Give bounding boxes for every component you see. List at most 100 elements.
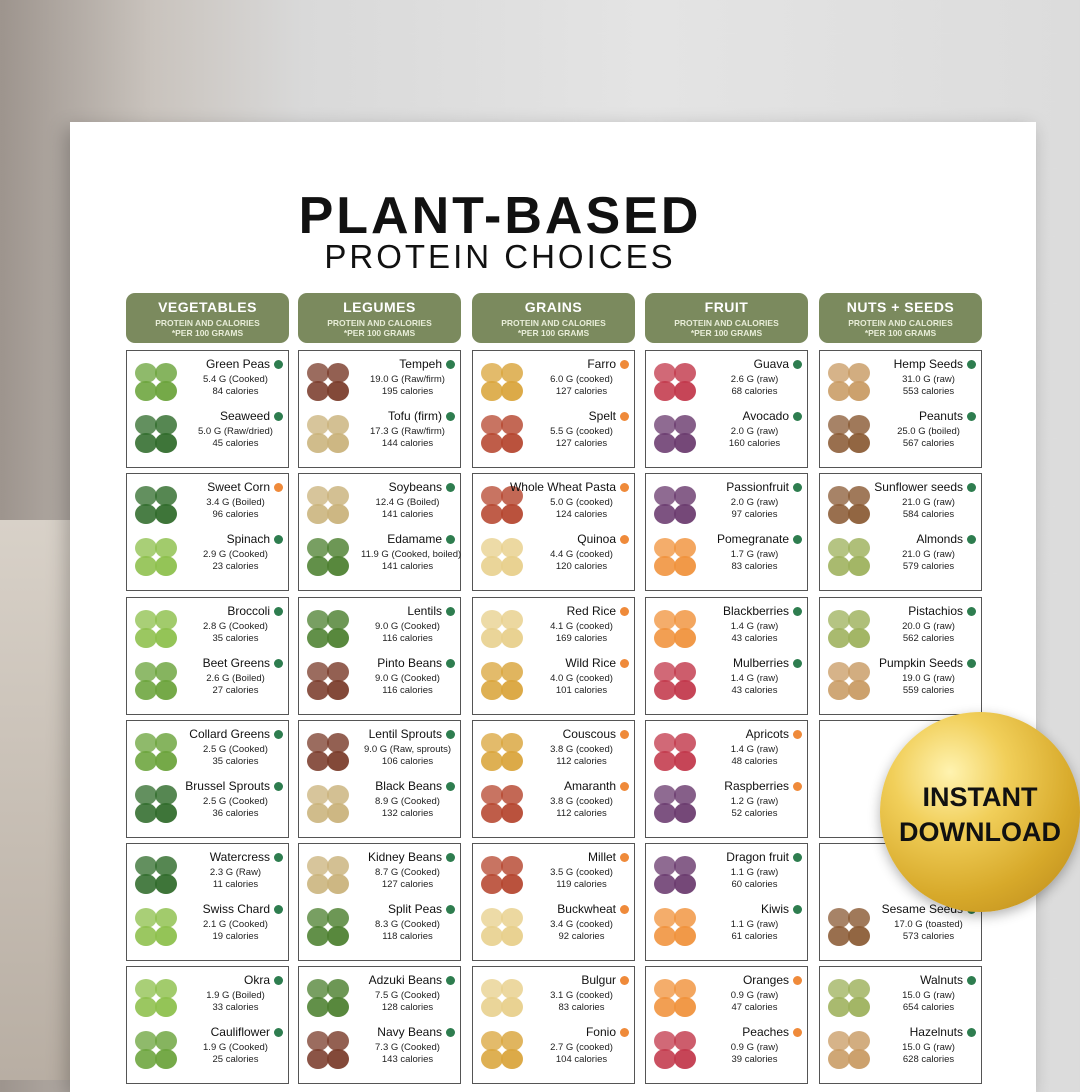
item-protein: 1.7 G (raw) xyxy=(730,549,779,560)
item-name: Soybeans xyxy=(388,480,442,494)
item-calories: 127 calories xyxy=(555,438,608,449)
food-image xyxy=(501,803,523,823)
food-image xyxy=(135,486,157,506)
food-image xyxy=(501,556,523,576)
item-name: Blackberries xyxy=(722,604,789,618)
column-header: LEGUMES PROTEIN AND CALORIES *PER 100 GRAM… xyxy=(298,293,461,343)
food-image xyxy=(481,415,503,435)
item-calories: 567 calories xyxy=(902,438,955,449)
food-image xyxy=(654,415,676,435)
food-image xyxy=(307,926,329,946)
item-name: Sweet Corn xyxy=(207,480,270,494)
item-dot xyxy=(620,412,629,421)
item-name: Spelt xyxy=(588,409,616,423)
food-image xyxy=(501,628,523,648)
item-name: Almonds xyxy=(916,532,963,546)
item-protein: 9.0 G (Cooked) xyxy=(375,673,440,684)
food-image xyxy=(674,680,696,700)
food-image xyxy=(501,733,523,753)
badge-line: DOWNLOAD xyxy=(899,817,1061,847)
item-calories: 84 calories xyxy=(212,386,259,397)
item-name: Whole Wheat Pasta xyxy=(509,480,616,494)
food-image xyxy=(155,979,177,999)
food-image xyxy=(848,1031,870,1051)
food-image xyxy=(481,874,503,894)
cell: Blackberries 1.4 G (raw) 43 calories Mulber… xyxy=(645,597,808,715)
cell: Pistachios 20.0 G (raw) 562 calories Pumpki… xyxy=(819,597,982,715)
item-protein: 5.0 G (cooked) xyxy=(550,497,613,508)
column-title: NUTS + SEEDS xyxy=(846,299,955,315)
column-title: LEGUMES xyxy=(343,299,416,315)
item-protein: 21.0 G (raw) xyxy=(902,549,955,560)
food-image xyxy=(155,415,177,435)
food-image xyxy=(327,997,349,1017)
item-name: Pumpkin Seeds xyxy=(878,656,963,670)
item-calories: 141 calories xyxy=(381,561,434,572)
food-image xyxy=(155,1049,177,1069)
food-image xyxy=(674,733,696,753)
item-protein: 2.1 G (Cooked) xyxy=(203,919,268,930)
food-image xyxy=(848,363,870,383)
item-protein: 1.9 G (Boiled) xyxy=(206,990,265,1001)
item-protein: 2.7 G (cooked) xyxy=(550,1042,613,1053)
item-name: Navy Beans xyxy=(377,1025,442,1039)
column-header: NUTS + SEEDS PROTEIN AND CALORIES *PER 100… xyxy=(819,293,982,343)
item-calories: 60 calories xyxy=(731,879,778,890)
item-name: Sesame Seeds xyxy=(881,902,963,916)
item-calories: 96 calories xyxy=(212,509,259,520)
item-calories: 106 calories xyxy=(381,756,434,767)
item-dot xyxy=(620,607,629,616)
cell: Soybeans 12.4 G (Boiled) 141 calories Edama… xyxy=(298,473,461,591)
item-name: Wild Rice xyxy=(565,656,616,670)
food-image xyxy=(654,733,676,753)
item-name: Quinoa xyxy=(577,532,616,546)
item-name: Passionfruit xyxy=(726,480,789,494)
item-dot xyxy=(446,483,455,492)
food-image xyxy=(327,751,349,771)
food-image xyxy=(501,1049,523,1069)
column-note: PROTEIN AND CALORIES xyxy=(848,318,953,328)
item-name: Tempeh xyxy=(399,357,442,371)
food-image xyxy=(501,785,523,805)
item-calories: 36 calories xyxy=(212,808,259,819)
item-dot xyxy=(793,853,802,862)
food-image xyxy=(828,504,850,524)
item-protein: 5.0 G (Raw/dried) xyxy=(198,426,273,437)
food-image xyxy=(155,662,177,682)
food-image xyxy=(135,751,157,771)
food-image xyxy=(135,363,157,383)
item-calories: 11 calories xyxy=(212,879,259,890)
item-protein: 2.0 G (raw) xyxy=(730,497,779,508)
food-image xyxy=(307,381,329,401)
column-title: FRUIT xyxy=(704,299,749,315)
cell: Adzuki Beans 7.5 G (Cooked) 128 calories Na… xyxy=(298,966,461,1084)
food-image xyxy=(327,680,349,700)
cell: Walnuts 15.0 G (raw) 654 calories Hazelnuts… xyxy=(819,966,982,1084)
food-image xyxy=(654,628,676,648)
item-calories: 61 calories xyxy=(731,931,778,942)
food-image xyxy=(481,610,503,630)
item-dot xyxy=(274,659,283,668)
food-image xyxy=(327,628,349,648)
food-image xyxy=(135,662,157,682)
item-calories: 43 calories xyxy=(731,685,778,696)
item-calories: 104 calories xyxy=(555,1054,608,1065)
item-dot xyxy=(620,483,629,492)
item-name: Hemp Seeds xyxy=(893,357,963,371)
food-image xyxy=(654,979,676,999)
food-image xyxy=(155,908,177,928)
food-image xyxy=(155,803,177,823)
food-image xyxy=(848,1049,870,1069)
food-image xyxy=(155,874,177,894)
item-name: Lentil Sprouts xyxy=(368,727,442,741)
food-image xyxy=(674,433,696,453)
item-protein: 17.0 G (toasted) xyxy=(894,919,963,930)
food-image xyxy=(848,415,870,435)
food-image xyxy=(501,415,523,435)
item-dot xyxy=(446,412,455,421)
food-image xyxy=(654,785,676,805)
food-image xyxy=(654,908,676,928)
food-image xyxy=(135,415,157,435)
item-name: Cauliflower xyxy=(210,1025,270,1039)
cell: Sunflower seeds 21.0 G (raw) 584 calories A… xyxy=(819,473,982,591)
